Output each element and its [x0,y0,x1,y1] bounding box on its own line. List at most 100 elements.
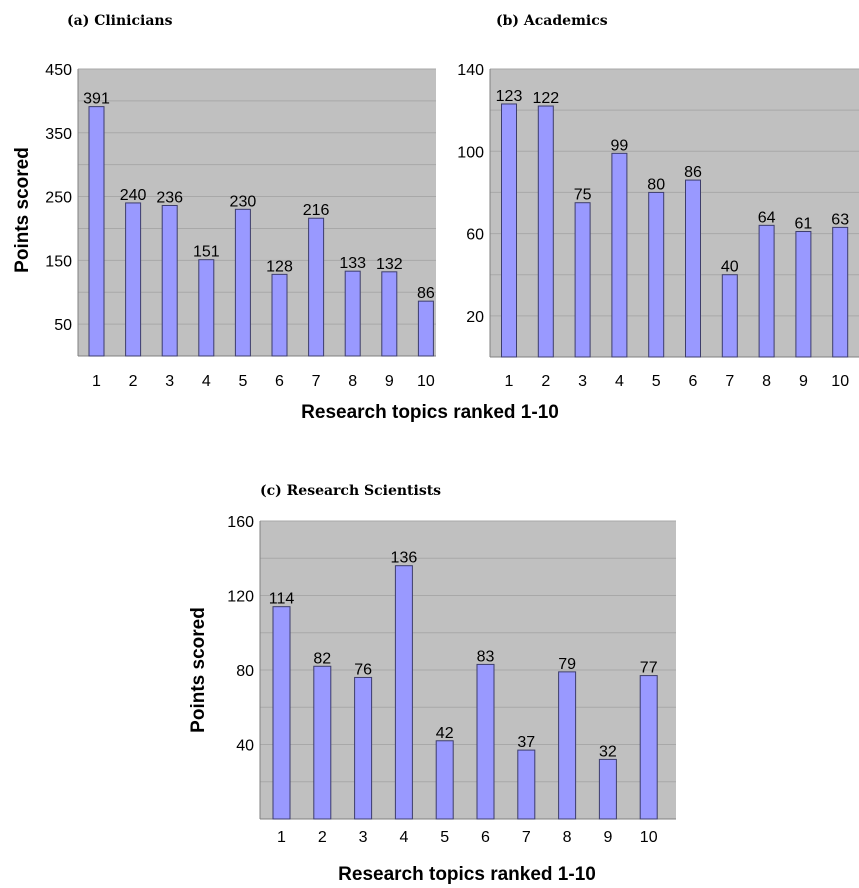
data-label-a-3: 236 [156,189,183,206]
x-tick-label-a-2: 2 [129,373,138,390]
x-tick-label-a-5: 5 [238,373,247,390]
x-tick-label-a-1: 1 [92,373,101,390]
chart-b-title: (b) Academics [496,13,608,29]
x-tick-label-a-6: 6 [275,373,284,390]
x-tick-label-b-9: 9 [799,373,808,390]
x-tick-label-b-5: 5 [652,373,661,390]
data-label-a-4: 151 [193,244,220,261]
y-tick-label-a: 50 [54,317,72,334]
data-label-b-5: 80 [647,176,665,193]
x-tick-label-b-8: 8 [762,373,771,390]
x-tick-label-b-3: 3 [578,373,587,390]
bar-b-3 [574,202,591,358]
x-tick-label-a-3: 3 [165,373,174,390]
bar-c-9 [598,758,617,820]
bar-a-4 [198,259,215,357]
chart-a-ylabel: Points scored [12,147,33,273]
y-tick-label-b: 60 [466,227,484,244]
x-tick-label-c-8: 8 [563,829,572,846]
data-label-a-6: 128 [266,258,293,275]
x-tick-label-b-1: 1 [505,373,514,390]
chart-b-academics: 140 100 60 20 123 1 122 2 75 3 99 4 80 5 86 6 40 7 64 8 61 9 6… [457,62,859,390]
bar-a-7 [308,217,325,357]
data-label-b-1: 123 [496,88,523,105]
bar-b-2 [537,105,554,358]
x-tick-label-a-8: 8 [348,373,357,390]
x-tick-label-a-4: 4 [202,373,211,390]
y-tick-label-b: 100 [457,144,484,161]
bar-a-8 [344,270,361,357]
data-label-b-7: 40 [721,259,739,276]
bar-c-5 [435,740,454,820]
bar-b-1 [501,103,517,358]
data-label-c-3: 76 [354,661,372,678]
y-tick-label-c: 80 [236,663,254,680]
data-label-a-7: 216 [303,202,330,219]
bar-a-1 [88,106,105,357]
x-tick-label-c-10: 10 [640,829,658,846]
chart-c-title: (c) Research Scientists [260,483,441,499]
bar-c-6 [476,663,495,820]
data-label-c-7: 37 [517,734,535,751]
bar-b-5 [648,191,665,358]
data-label-b-10: 63 [831,211,849,228]
x-tick-label-b-6: 6 [689,373,698,390]
x-tick-label-c-4: 4 [399,829,408,846]
x-tick-label-b-2: 2 [541,373,550,390]
y-tick-label-b: 20 [466,309,484,326]
bar-c-10 [639,675,658,820]
chart-a-title: (a) Clinicians [67,13,173,29]
bar-b-10 [832,226,849,358]
y-tick-label-c: 120 [227,589,254,606]
bar-c-4 [394,565,413,820]
data-label-b-8: 64 [758,209,776,226]
bar-a-9 [381,271,398,357]
x-tick-label-c-5: 5 [440,829,449,846]
y-tick-label-a: 450 [45,62,72,79]
data-label-a-10: 86 [417,285,435,302]
bar-b-6 [685,179,701,358]
chart-c-ylabel: Points scored [188,607,209,733]
data-label-c-2: 82 [313,650,331,667]
bar-a-3 [161,204,178,357]
bar-a-6 [271,273,288,357]
chart-c-research-scientists: 160 120 80 40 114 1 82 2 76 3 136 4 42 5 83 6 37 7 79 8 32 9 7… [227,514,676,846]
data-label-a-2: 240 [120,187,147,204]
data-label-b-3: 75 [574,187,592,204]
chart-a-clinicians: 450 350 250 150 50 391 1 240 2 236 3 151 4 230 5 128 6 21… [45,62,436,390]
data-label-c-9: 32 [599,743,617,760]
bar-c-7 [517,749,536,820]
data-label-b-2: 122 [532,90,559,107]
x-tick-label-c-2: 2 [318,829,327,846]
x-tick-label-b-4: 4 [615,373,624,390]
x-tick-label-c-9: 9 [603,829,612,846]
x-tick-label-a-10: 10 [417,373,435,390]
data-label-a-1: 391 [83,91,110,108]
data-label-c-1: 114 [269,591,295,608]
x-tick-label-b-10: 10 [831,373,849,390]
data-label-b-4: 99 [611,137,629,154]
x-tick-label-a-9: 9 [385,373,394,390]
bar-b-4 [611,152,628,358]
bar-a-2 [125,202,142,357]
x-tick-label-c-6: 6 [481,829,490,846]
data-label-c-8: 79 [558,656,576,673]
bar-c-1 [272,606,291,820]
data-label-c-10: 77 [640,660,658,677]
data-label-a-8: 133 [339,255,366,272]
data-label-a-9: 132 [376,256,403,273]
bar-c-3 [354,676,373,820]
bar-b-7 [721,274,738,358]
data-label-b-6: 86 [684,164,702,181]
x-tick-label-b-7: 7 [725,373,734,390]
x-tick-label-c-1: 1 [277,829,286,846]
bar-b-9 [795,231,812,358]
bar-a-10 [417,300,434,357]
data-label-c-6: 83 [477,648,495,665]
data-label-c-4: 136 [391,550,418,567]
x-tick-label-c-3: 3 [359,829,368,846]
bar-c-8 [558,671,577,820]
data-label-b-9: 61 [795,216,813,233]
bar-c-2 [313,665,332,820]
